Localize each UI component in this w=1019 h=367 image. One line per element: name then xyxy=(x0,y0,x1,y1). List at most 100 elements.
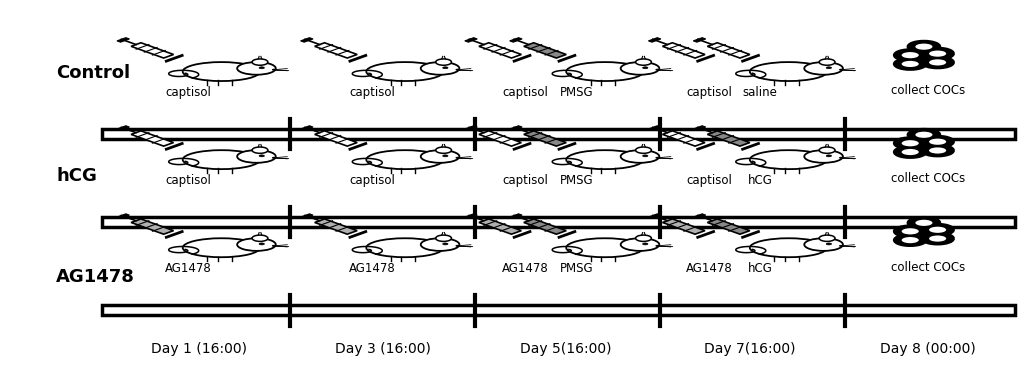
Polygon shape xyxy=(315,43,357,58)
Polygon shape xyxy=(693,38,705,42)
Text: PMSG: PMSG xyxy=(559,86,592,98)
Ellipse shape xyxy=(272,69,275,70)
Ellipse shape xyxy=(839,69,842,70)
Ellipse shape xyxy=(182,62,260,81)
Circle shape xyxy=(901,149,918,155)
Polygon shape xyxy=(662,131,704,146)
Text: Day 5(16:00): Day 5(16:00) xyxy=(520,342,611,356)
Polygon shape xyxy=(479,219,521,234)
Text: collect COCs: collect COCs xyxy=(891,84,964,97)
Circle shape xyxy=(901,52,918,58)
Polygon shape xyxy=(131,131,173,146)
Polygon shape xyxy=(693,214,705,218)
Text: captisol: captisol xyxy=(502,86,547,98)
Ellipse shape xyxy=(749,62,826,81)
Ellipse shape xyxy=(272,245,275,247)
Text: AG1478: AG1478 xyxy=(165,262,212,275)
Polygon shape xyxy=(131,43,173,58)
Ellipse shape xyxy=(803,238,842,251)
Text: captisol: captisol xyxy=(166,86,211,98)
Ellipse shape xyxy=(236,150,275,163)
Text: hCG: hCG xyxy=(56,167,97,185)
FancyBboxPatch shape xyxy=(102,129,1014,139)
Ellipse shape xyxy=(435,235,451,241)
Ellipse shape xyxy=(435,147,451,153)
Circle shape xyxy=(928,236,946,241)
Ellipse shape xyxy=(803,150,842,163)
Text: AG1478: AG1478 xyxy=(685,262,732,275)
Ellipse shape xyxy=(252,59,268,65)
Ellipse shape xyxy=(252,147,268,153)
Ellipse shape xyxy=(420,62,459,75)
Text: Day 8 (00:00): Day 8 (00:00) xyxy=(879,342,975,356)
Text: captisol: captisol xyxy=(350,86,394,98)
Ellipse shape xyxy=(455,69,459,70)
Polygon shape xyxy=(524,43,566,58)
Text: Day 3 (16:00): Day 3 (16:00) xyxy=(334,342,430,356)
Polygon shape xyxy=(117,126,129,130)
Polygon shape xyxy=(510,214,522,218)
Text: AG1478: AG1478 xyxy=(501,262,548,275)
Polygon shape xyxy=(465,126,477,130)
Circle shape xyxy=(928,51,946,57)
Ellipse shape xyxy=(566,238,643,257)
Polygon shape xyxy=(301,38,313,42)
Ellipse shape xyxy=(252,235,268,241)
Text: captisol: captisol xyxy=(686,86,731,98)
Circle shape xyxy=(901,140,918,146)
Polygon shape xyxy=(465,38,477,42)
Ellipse shape xyxy=(455,157,459,159)
Ellipse shape xyxy=(642,243,647,245)
Polygon shape xyxy=(648,214,660,218)
Ellipse shape xyxy=(825,67,830,69)
Text: saline: saline xyxy=(742,86,776,98)
Circle shape xyxy=(928,59,946,65)
Ellipse shape xyxy=(642,155,647,157)
Polygon shape xyxy=(117,38,129,42)
Polygon shape xyxy=(479,43,521,58)
Polygon shape xyxy=(707,43,749,58)
Ellipse shape xyxy=(818,147,835,153)
Ellipse shape xyxy=(825,155,830,157)
Polygon shape xyxy=(315,219,357,234)
Circle shape xyxy=(928,227,946,233)
Circle shape xyxy=(901,61,918,67)
Ellipse shape xyxy=(642,67,647,69)
Ellipse shape xyxy=(620,150,658,163)
Text: hCG: hCG xyxy=(747,174,771,186)
Text: Control: Control xyxy=(56,64,130,83)
Polygon shape xyxy=(117,214,129,218)
Circle shape xyxy=(914,132,931,138)
Ellipse shape xyxy=(442,155,447,157)
Text: collect COCs: collect COCs xyxy=(891,172,964,185)
Circle shape xyxy=(928,139,946,145)
Polygon shape xyxy=(465,214,477,218)
Ellipse shape xyxy=(259,243,264,245)
Text: captisol: captisol xyxy=(350,174,394,186)
Circle shape xyxy=(928,148,946,153)
Polygon shape xyxy=(707,219,749,234)
Polygon shape xyxy=(510,126,522,130)
Ellipse shape xyxy=(182,238,260,257)
Polygon shape xyxy=(524,131,566,146)
Polygon shape xyxy=(662,219,704,234)
Text: AG1478: AG1478 xyxy=(56,268,135,286)
Ellipse shape xyxy=(839,157,842,159)
Ellipse shape xyxy=(635,235,651,241)
Polygon shape xyxy=(479,131,521,146)
Ellipse shape xyxy=(620,238,658,251)
Ellipse shape xyxy=(420,150,459,163)
Ellipse shape xyxy=(655,245,658,247)
Ellipse shape xyxy=(435,59,451,65)
Text: captisol: captisol xyxy=(502,174,547,186)
Polygon shape xyxy=(301,126,313,130)
Ellipse shape xyxy=(803,62,842,75)
Ellipse shape xyxy=(259,67,264,69)
Ellipse shape xyxy=(635,59,651,65)
Ellipse shape xyxy=(749,238,826,257)
Polygon shape xyxy=(662,43,704,58)
Polygon shape xyxy=(707,131,749,146)
Ellipse shape xyxy=(236,62,275,75)
Ellipse shape xyxy=(818,235,835,241)
Polygon shape xyxy=(315,131,357,146)
